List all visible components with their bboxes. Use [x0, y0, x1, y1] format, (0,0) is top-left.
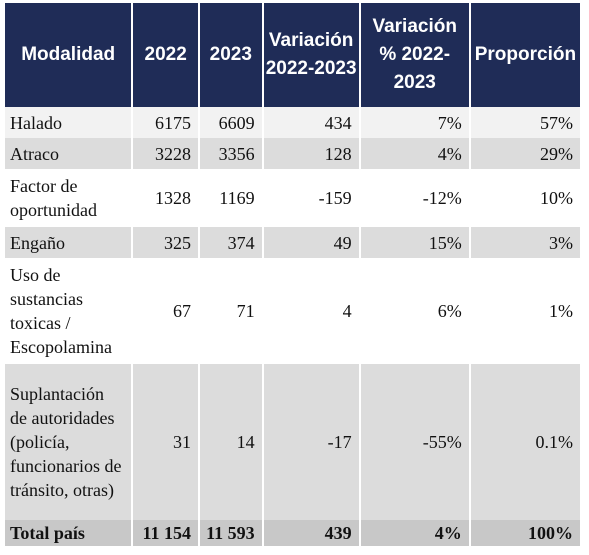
cell-2022: 6175 [133, 107, 198, 138]
table-row: Engaño 325 374 49 15% 3% [5, 227, 580, 258]
table-row: Suplantación de autoridades (policía, fu… [5, 364, 580, 520]
cell-variacion-pct: -12% [360, 169, 469, 227]
cell-variacion: 4 [263, 258, 359, 364]
cell-variacion-pct: 7% [360, 107, 469, 138]
modalidad-table: Modalidad 2022 2023 Variación 2022-2023 … [3, 3, 582, 546]
cell-proporcion: 0.1% [470, 364, 580, 520]
cell-2023: 374 [200, 227, 262, 258]
table-row: Halado 6175 6609 434 7% 57% [5, 107, 580, 138]
cell-variacion-pct: -55% [360, 364, 469, 520]
header-proporcion: Proporción [470, 3, 580, 107]
cell-variacion-pct: 15% [360, 227, 469, 258]
cell-2022: 3228 [133, 138, 198, 169]
header-modalidad: Modalidad [5, 3, 132, 107]
cell-modalidad: Suplantación de autoridades (policía, fu… [5, 364, 132, 520]
cell-modalidad: Atraco [5, 138, 132, 169]
cell-variacion-pct: 6% [360, 258, 469, 364]
header-variacion: Variación 2022-2023 [263, 3, 359, 107]
total-2023: 11 593 [200, 520, 262, 546]
cell-2022: 325 [133, 227, 198, 258]
cell-modalidad: Uso de sustancias toxicas / Escopolamina [5, 258, 132, 364]
cell-variacion: 128 [263, 138, 359, 169]
cell-proporcion: 29% [470, 138, 580, 169]
cell-proporcion: 57% [470, 107, 580, 138]
header-2022: 2022 [133, 3, 198, 107]
cell-2023: 14 [200, 364, 262, 520]
total-variacion: 439 [263, 520, 359, 546]
total-label: Total país [5, 520, 132, 546]
header-2023: 2023 [200, 3, 262, 107]
total-variacion-pct: 4% [360, 520, 469, 546]
total-2022: 11 154 [133, 520, 198, 546]
cell-variacion: 49 [263, 227, 359, 258]
total-row: Total país 11 154 11 593 439 4% 100% [5, 520, 580, 546]
cell-variacion-pct: 4% [360, 138, 469, 169]
cell-modalidad: Engaño [5, 227, 132, 258]
header-row: Modalidad 2022 2023 Variación 2022-2023 … [5, 3, 580, 107]
cell-modalidad: Factor de oportunidad [5, 169, 132, 227]
cell-2022: 67 [133, 258, 198, 364]
cell-variacion: -159 [263, 169, 359, 227]
cell-proporcion: 3% [470, 227, 580, 258]
total-proporcion: 100% [470, 520, 580, 546]
cell-2023: 3356 [200, 138, 262, 169]
table-row: Atraco 3228 3356 128 4% 29% [5, 138, 580, 169]
cell-2023: 1169 [200, 169, 262, 227]
cell-variacion: -17 [263, 364, 359, 520]
cell-variacion: 434 [263, 107, 359, 138]
table-row: Factor de oportunidad 1328 1169 -159 -12… [5, 169, 580, 227]
cell-proporcion: 10% [470, 169, 580, 227]
cell-modalidad: Halado [5, 107, 132, 138]
header-variacion-pct: Variación % 2022-2023 [360, 3, 469, 107]
cell-2022: 31 [133, 364, 198, 520]
cell-2023: 6609 [200, 107, 262, 138]
cell-2023: 71 [200, 258, 262, 364]
cell-proporcion: 1% [470, 258, 580, 364]
cell-2022: 1328 [133, 169, 198, 227]
table-row: Uso de sustancias toxicas / Escopolamina… [5, 258, 580, 364]
